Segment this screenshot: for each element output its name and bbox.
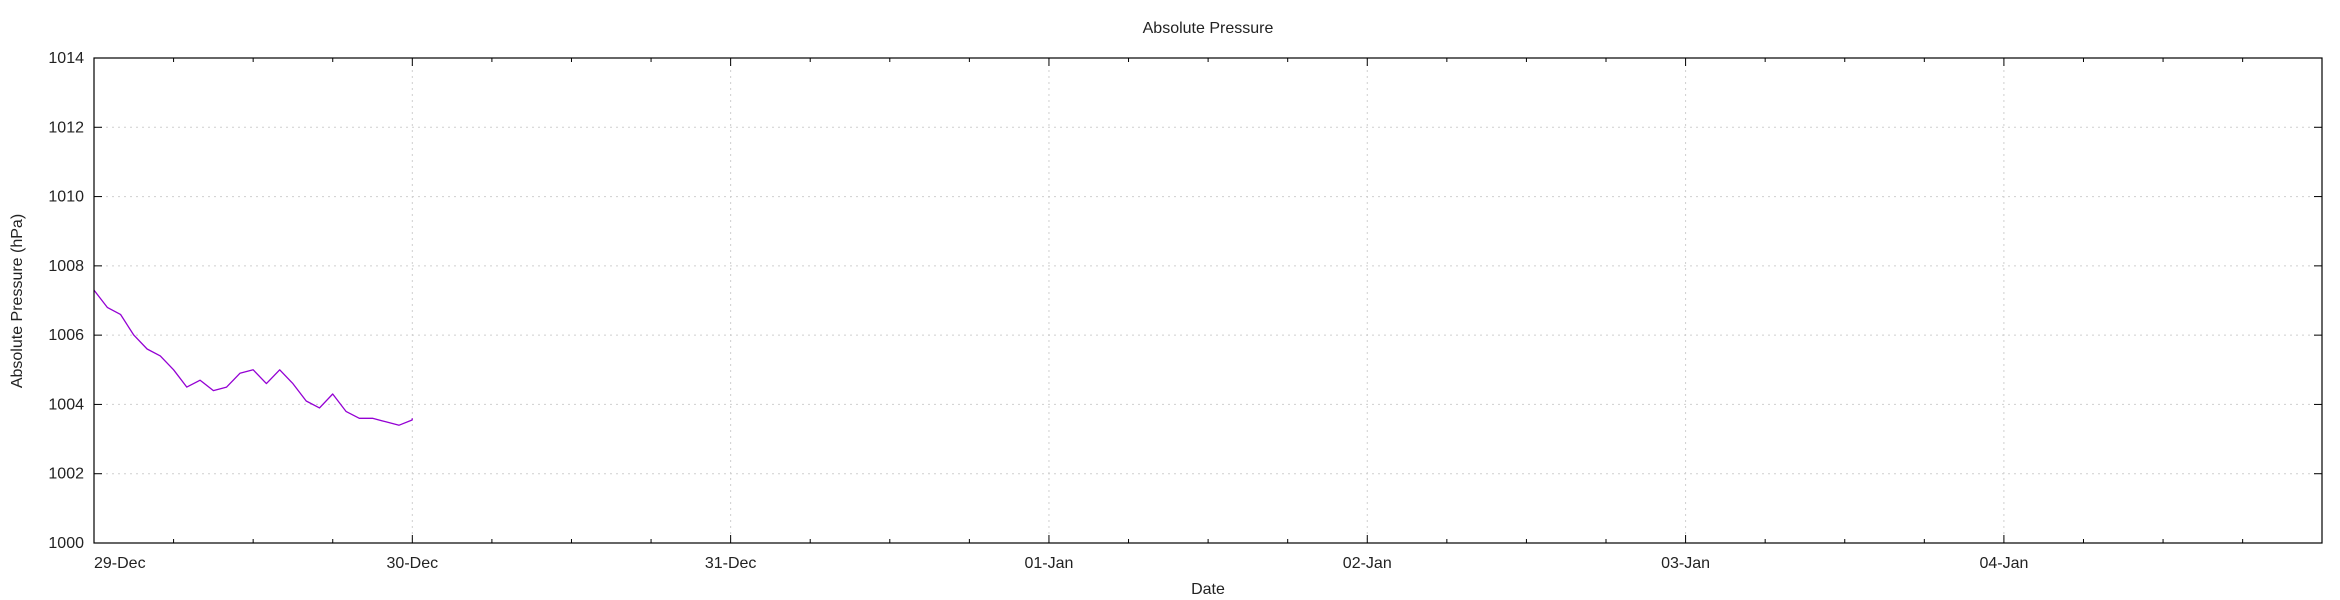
series-layer [93, 289, 413, 426]
x-tick-label: 03-Jan [1661, 555, 1710, 572]
x-tick-label: 04-Jan [1979, 555, 2028, 572]
y-tick-label: 1010 [48, 189, 84, 206]
y-tick-label: 1012 [48, 119, 84, 136]
x-tick-label: 02-Jan [1343, 555, 1392, 572]
y-axis-ticks: 1000 1002 1004 1006 1008 1010 1012 1014 [48, 50, 2322, 552]
y-tick-label: 1014 [48, 50, 84, 67]
x-tick-label: 29-Dec [94, 555, 146, 572]
grid-lines [94, 58, 2322, 543]
x-axis-label: Date [1191, 581, 1225, 598]
y-tick-label: 1000 [48, 535, 84, 552]
plot-frame [93, 57, 2323, 544]
y-tick-label: 1006 [48, 327, 84, 344]
x-tick-label: 31-Dec [705, 555, 757, 572]
x-tick-label: 30-Dec [387, 555, 439, 572]
series-line [93, 289, 413, 426]
x-axis-ticks: 29-Dec 30-Dec 31-Dec 01-Jan 02-Jan 03-Jan 04-J… [93, 58, 2244, 572]
y-axis-label: Absolute Pressure (hPa) [9, 214, 26, 388]
y-tick-label: 1008 [48, 258, 84, 275]
y-tick-label: 1004 [48, 396, 84, 413]
chart-title: Absolute Pressure [1143, 20, 1274, 37]
x-tick-label: 01-Jan [1024, 555, 1073, 572]
y-tick-label: 1002 [48, 466, 84, 483]
